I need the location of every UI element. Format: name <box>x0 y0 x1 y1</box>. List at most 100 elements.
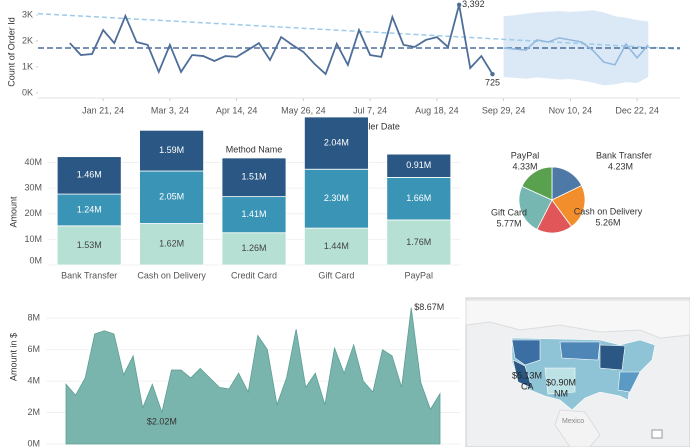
bar-segment <box>139 129 205 172</box>
forecast-line <box>503 37 649 66</box>
y-tick-label: 2M <box>27 407 40 417</box>
bar-segment <box>303 227 369 266</box>
x-tick-label: Jan 21, 24 <box>82 105 124 115</box>
bar-segment <box>303 116 369 170</box>
y-tick-label: 4M <box>27 375 40 385</box>
mexico <box>554 409 601 447</box>
y-axis-title: Amount <box>8 196 18 228</box>
y-tick-label: 2K <box>22 35 33 45</box>
canada <box>465 299 690 339</box>
bar-segment <box>386 177 452 221</box>
state <box>512 359 533 389</box>
data-label: 1.44M <box>324 241 349 251</box>
slice-value: 5.26M <box>595 217 620 227</box>
map-country: Mexico <box>562 418 584 425</box>
y-tick-label: 10M <box>24 234 42 244</box>
data-label: $8.67M <box>414 302 444 312</box>
bar-segment <box>221 196 287 234</box>
y-tick-label: 6M <box>27 344 40 354</box>
bar-segment <box>56 156 122 195</box>
y-tick-label: 40M <box>24 157 42 167</box>
y-axis-title: Count of Order Id <box>6 17 16 87</box>
state <box>617 371 641 393</box>
bar-segment <box>56 193 122 227</box>
data-label: 725 <box>485 78 500 88</box>
slice-label: Bank Transfer <box>596 150 652 160</box>
x-tick-label: May 26, 24 <box>281 105 326 115</box>
data-label: 1.51M <box>241 172 266 182</box>
y-tick-label: 3K <box>22 9 33 19</box>
x-tick-label: Nov 10, 24 <box>549 105 593 115</box>
x-tick-label: Sep 29, 24 <box>482 105 526 115</box>
data-label: 2.30M <box>324 193 349 203</box>
line <box>69 4 494 76</box>
data-label: 2.04M <box>324 137 349 147</box>
state <box>511 339 541 366</box>
x-tick-label: PayPal <box>405 270 434 280</box>
x-tick-label: Aug 18, 24 <box>415 105 459 115</box>
y-tick-label: 0M <box>29 255 42 265</box>
map: $5.13M CA $0.90M NM Mexico <box>465 297 690 447</box>
pie-slice <box>551 185 586 228</box>
bar-segment <box>56 225 122 266</box>
data-label: 0.91M <box>406 160 431 170</box>
bar-segment <box>139 223 205 266</box>
map-label: NM <box>554 388 568 398</box>
point <box>490 71 495 77</box>
data-label: 1.62M <box>159 239 184 249</box>
map-label: $0.90M <box>546 377 576 387</box>
bar-segment <box>386 219 452 266</box>
data-label: 1.66M <box>406 193 431 203</box>
data-label: $2.02M <box>147 417 177 427</box>
y-tick-label: 20M <box>24 208 42 218</box>
x-tick-label: Gift Card <box>318 270 354 280</box>
area <box>65 307 441 445</box>
forecast-band <box>503 10 649 86</box>
data-label: 2.05M <box>159 192 184 202</box>
state <box>559 341 601 361</box>
pie-slice <box>521 166 553 201</box>
map-control[interactable] <box>651 429 663 439</box>
map-label: CA <box>521 381 534 391</box>
data-label: 1.53M <box>77 240 102 250</box>
data-label: 1.76M <box>406 237 431 247</box>
slice-value: 5.77M <box>496 218 521 228</box>
bar-segment <box>221 157 287 198</box>
x-tick-label: Dec 22, 24 <box>615 105 659 115</box>
slice-value: 4.33M <box>512 161 537 171</box>
x-tick-label: Cash on Delivery <box>137 270 206 280</box>
point <box>456 2 462 7</box>
bar-segment <box>303 168 369 229</box>
map-label: $5.13M <box>512 370 542 380</box>
data-label: 3,392 <box>462 0 485 9</box>
data-label: 1.59M <box>159 145 184 155</box>
slice-label: PayPal <box>511 150 540 160</box>
slice-label: Cash on Delivery <box>574 206 643 216</box>
y-tick-label: 0K <box>22 87 33 97</box>
data-label: 1.24M <box>77 204 102 214</box>
x-tick-label: Bank Transfer <box>61 270 117 280</box>
x-tick-label: Credit Card <box>231 270 277 280</box>
x-tick-label: Jul 7, 24 <box>353 105 387 115</box>
y-tick-label: 1K <box>22 61 33 71</box>
data-label: 1.26M <box>241 243 266 253</box>
slice-label: Gift Card <box>491 207 527 217</box>
bar-segment <box>221 232 287 266</box>
x-tick-label: Apr 14, 24 <box>216 105 258 115</box>
y-tick-label: 30M <box>24 183 42 193</box>
y-tick-label: 0M <box>27 438 40 447</box>
bar-segment <box>386 153 452 178</box>
x-tick-label: Mar 3, 24 <box>151 105 189 115</box>
state <box>599 344 626 371</box>
slice-value: 4.23M <box>608 161 633 171</box>
y-tick-label: 8M <box>27 313 40 323</box>
data-label: 1.46M <box>77 170 102 180</box>
y-axis-title: Amount in $ <box>8 333 18 381</box>
pie-slice <box>518 185 553 230</box>
state <box>544 367 576 395</box>
data-label: 1.41M <box>241 209 266 219</box>
chart-title: Method Name <box>226 144 283 154</box>
bar-segment <box>139 170 205 224</box>
